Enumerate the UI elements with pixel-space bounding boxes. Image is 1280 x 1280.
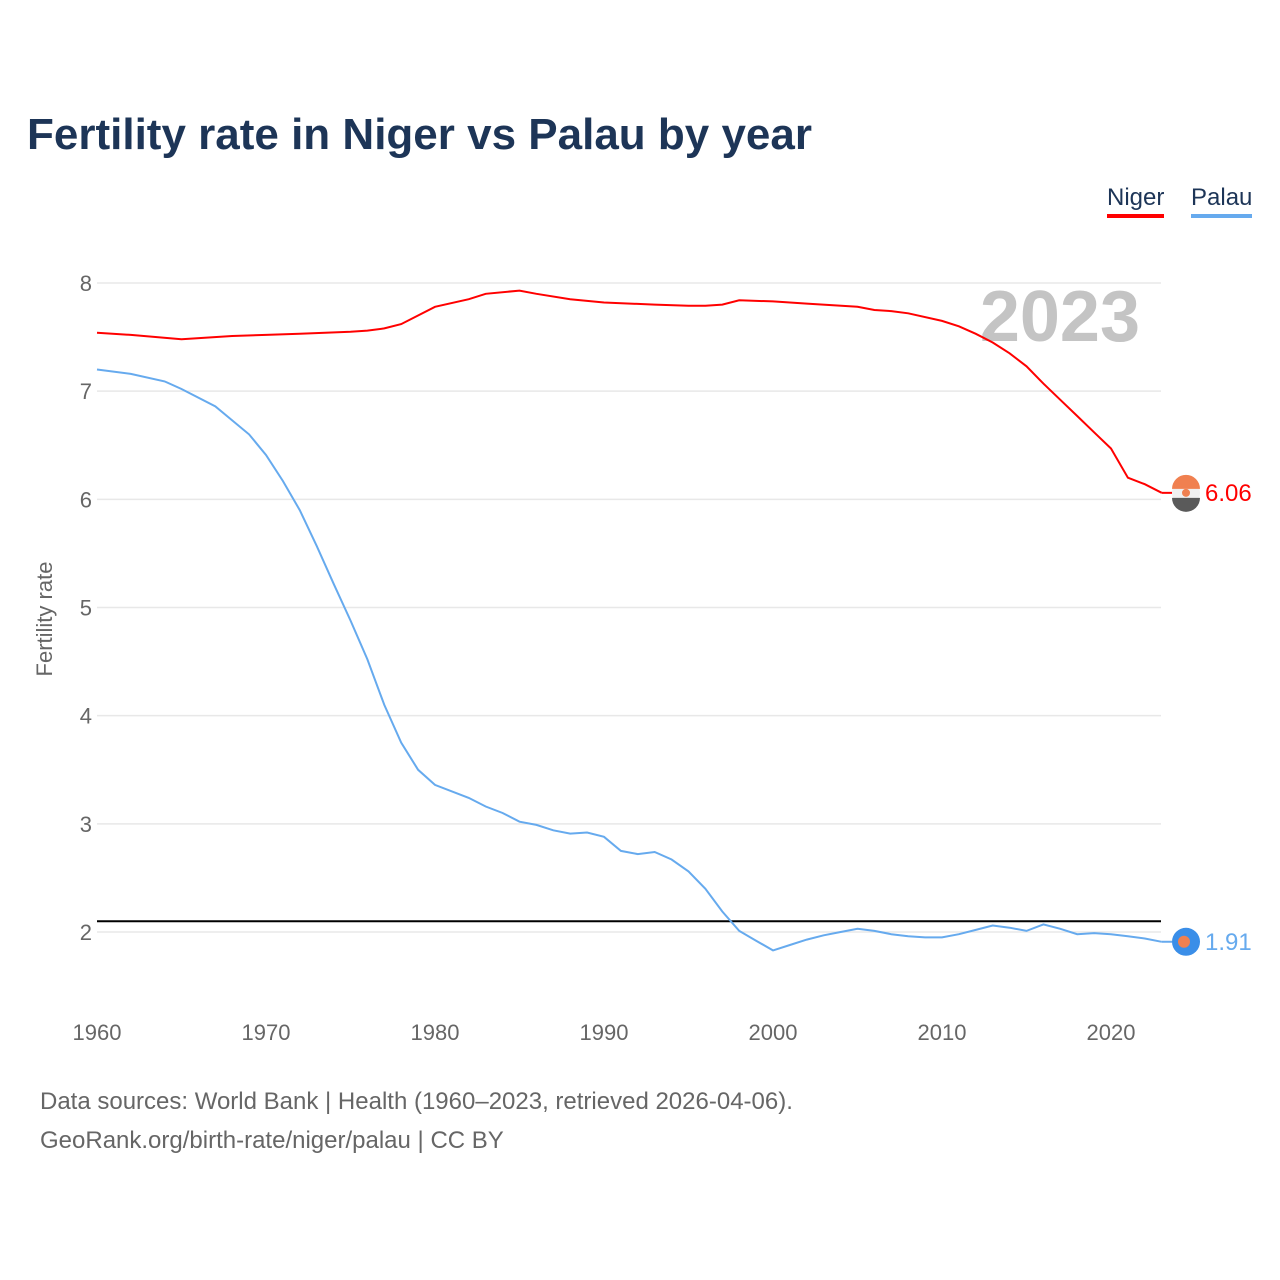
series-line-niger bbox=[96, 289, 1163, 494]
niger-flag-disc bbox=[1182, 488, 1190, 497]
year-watermark: 2023 bbox=[980, 277, 1140, 357]
x-tick-label: 1960 bbox=[73, 1020, 122, 1045]
legend-niger[interactable]: Niger bbox=[1107, 184, 1165, 218]
palau-flag-disc bbox=[1178, 935, 1190, 948]
end-value-label-niger: 6.06 bbox=[1205, 480, 1252, 507]
legend-palau[interactable]: Palau bbox=[1191, 184, 1253, 218]
y-tick-label: 2 bbox=[80, 920, 92, 945]
niger-flag-bottom bbox=[1172, 497, 1200, 512]
y-tick-label: 7 bbox=[80, 379, 92, 404]
x-tick-label: 1990 bbox=[580, 1020, 629, 1045]
data-sources: Data sources: World Bank | Health (1960–… bbox=[40, 1088, 793, 1115]
chart-title: Fertility rate in Niger vs Palau by year bbox=[27, 110, 812, 159]
niger-flag-top bbox=[1172, 474, 1200, 489]
x-tick-label: 2020 bbox=[1087, 1020, 1136, 1045]
x-tick-label: 2010 bbox=[918, 1020, 967, 1045]
credit-link[interactable]: GeoRank.org/birth-rate/niger/palau | CC … bbox=[40, 1127, 504, 1154]
x-tick-label: 1970 bbox=[242, 1020, 291, 1045]
y-tick-label: 3 bbox=[80, 812, 92, 837]
y-tick-label: 8 bbox=[80, 271, 92, 296]
y-tick-label: 6 bbox=[80, 487, 92, 512]
y-tick-label: 4 bbox=[80, 704, 92, 729]
series-line-palau bbox=[96, 368, 1162, 952]
y-tick-label: 5 bbox=[80, 596, 92, 621]
x-tick-label: 1980 bbox=[411, 1020, 460, 1045]
end-value-label-palau: 1.91 bbox=[1205, 929, 1252, 956]
x-tick-label: 2000 bbox=[749, 1020, 798, 1045]
